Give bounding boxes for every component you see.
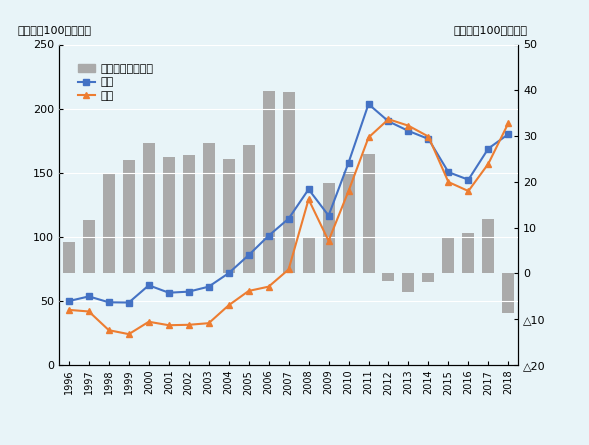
Bar: [343, 172, 355, 273]
Text: （単位：100万ドル）: （単位：100万ドル）: [18, 25, 91, 35]
Bar: [422, 273, 435, 282]
Bar: [263, 92, 274, 273]
Bar: [442, 238, 454, 273]
Bar: [203, 143, 215, 273]
Bar: [163, 157, 175, 273]
Bar: [283, 92, 294, 273]
Bar: [123, 161, 135, 273]
Bar: [323, 183, 335, 273]
Bar: [183, 155, 195, 273]
Bar: [143, 143, 155, 273]
Legend: 賿易収支（右軸）, 輸出, 輸入: 賿易収支（右軸）, 輸出, 輸入: [74, 60, 158, 105]
Bar: [243, 146, 254, 273]
Bar: [63, 242, 75, 273]
Bar: [362, 154, 375, 273]
Bar: [83, 219, 95, 273]
Bar: [103, 174, 115, 273]
Bar: [382, 273, 395, 281]
Bar: [482, 219, 494, 273]
Bar: [502, 273, 514, 312]
Bar: [303, 238, 315, 273]
Bar: [402, 273, 415, 292]
Text: （単位：100万ドル）: （単位：100万ドル）: [454, 25, 528, 35]
Bar: [223, 159, 234, 273]
Bar: [462, 233, 474, 273]
